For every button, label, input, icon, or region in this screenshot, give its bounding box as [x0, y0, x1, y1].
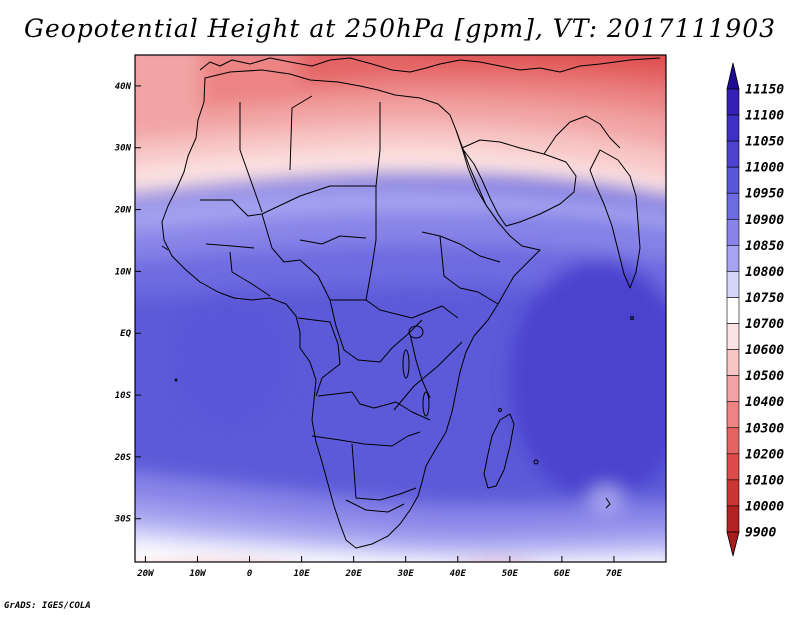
colorbar-label: 10100 — [745, 473, 784, 488]
colorbar-swatch — [726, 114, 740, 142]
colorbar-swatch — [726, 375, 740, 403]
colorbar-swatch — [726, 271, 740, 298]
colorbar-label: 10500 — [745, 369, 784, 384]
lat-tick-label: 20S — [114, 453, 132, 463]
lon-tick-label: 50E — [502, 569, 519, 579]
lat-tick-label: 30S — [114, 515, 132, 525]
colorbar-swatch — [726, 166, 740, 194]
lat-tick-label: 40N — [115, 82, 132, 92]
colorbar-swatch — [726, 479, 740, 507]
longitude-axis: 20W 10W 0 10E 20E 30E 40E 50E 60E 70E — [136, 556, 623, 579]
lon-tick-label: 20E — [345, 569, 363, 579]
colorbar-swatch — [726, 88, 740, 116]
colorbar-swatch — [726, 453, 740, 481]
colorbar-swatch — [726, 245, 740, 272]
lat-tick-label: EQ — [120, 329, 131, 339]
latitude-axis: 40N 30N 20N 10N EQ 10S 20S 30S — [114, 82, 141, 525]
colorbar-swatch — [726, 349, 740, 376]
colorbar-label: 10200 — [745, 447, 784, 462]
colorbar-label: 11150 — [745, 83, 784, 98]
colorbar-swatch — [726, 297, 740, 324]
colorbar: 11150 11100 11050 11000 10950 10900 10850 10800… — [726, 62, 784, 557]
lat-tick-label: 10N — [115, 267, 132, 277]
height-field — [135, 55, 666, 562]
colorbar-label: 11050 — [745, 135, 784, 150]
colorbar-label: 11100 — [745, 109, 784, 124]
lat-tick-label: 20N — [114, 206, 132, 216]
colorbar-label: 10950 — [745, 187, 784, 202]
colorbar-swatch — [726, 140, 740, 168]
colorbar-label: 10850 — [745, 239, 784, 254]
map-frame — [134, 54, 667, 563]
colorbar-swatch — [726, 505, 740, 533]
colorbar-bottom-arrow — [726, 531, 740, 557]
colorbar-label: 10800 — [745, 265, 784, 280]
coastlines — [161, 57, 661, 549]
lon-tick-label: 70E — [606, 569, 623, 579]
lon-tick-label: 0 — [247, 569, 253, 579]
colorbar-top-arrow — [726, 62, 740, 90]
colorbar-label: 10900 — [745, 213, 784, 228]
colorbar-swatch — [726, 218, 740, 246]
lon-tick-label: 20W — [136, 569, 155, 579]
colorbar-label: 9900 — [745, 526, 776, 541]
lat-tick-label: 30N — [114, 144, 132, 154]
lon-tick-label: 10E — [293, 569, 310, 579]
footer-credit: GrADS: IGES/COLA — [4, 601, 91, 611]
colorbar-label: 10700 — [745, 317, 784, 332]
colorbar-swatch — [726, 192, 740, 220]
lon-tick-label: 10W — [189, 569, 207, 579]
map-title: Geopotential Height at 250hPa [gpm], VT:… — [23, 14, 777, 43]
colorbar-label: 10000 — [745, 499, 784, 514]
colorbar-swatch — [726, 323, 740, 350]
lon-tick-label: 30E — [397, 569, 415, 579]
colorbar-label: 11000 — [745, 161, 784, 176]
lon-tick-label: 40E — [450, 569, 467, 579]
lat-tick-label: 10S — [115, 391, 132, 401]
lon-tick-label: 60E — [554, 569, 571, 579]
colorbar-label: 10600 — [745, 343, 784, 358]
colorbar-label: 10750 — [745, 291, 784, 306]
colorbar-swatch — [726, 427, 740, 455]
colorbar-swatch — [726, 401, 740, 429]
colorbar-label: 10400 — [745, 395, 784, 410]
colorbar-label: 10300 — [745, 421, 784, 436]
